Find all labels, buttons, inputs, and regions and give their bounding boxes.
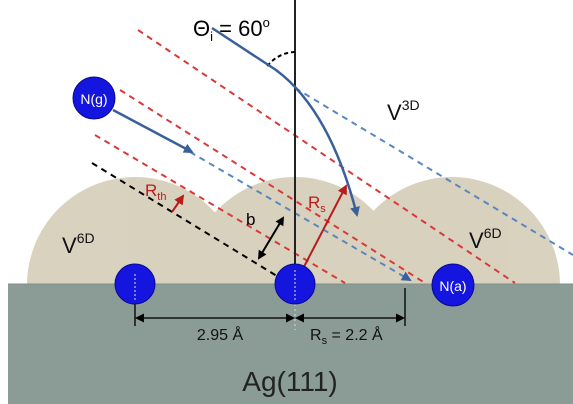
b-label: b xyxy=(246,210,255,229)
adsorbed-atom-label: N(a) xyxy=(439,278,466,294)
blue-dashed-lines xyxy=(189,87,573,282)
incident-trajectory xyxy=(211,26,360,217)
gas-atom xyxy=(72,76,116,120)
rth-label: Rth xyxy=(145,181,166,203)
adsorbed-atom xyxy=(431,263,475,307)
dimension-lines xyxy=(134,288,406,326)
rth-arrow xyxy=(171,194,185,213)
surface-title: Ag(111) xyxy=(242,366,337,397)
v6d-left-label: V6D xyxy=(62,230,95,258)
b-arrow xyxy=(257,216,285,260)
angle-label: Θi = 60o xyxy=(193,15,270,44)
v6d-right-label: V6D xyxy=(469,225,502,253)
rs-label: Rs xyxy=(308,193,326,215)
angle-arc xyxy=(265,51,296,69)
spacing-label: 2.95 Å xyxy=(197,325,244,344)
gas-atom-label: N(g) xyxy=(80,91,107,107)
v3d-label: V3D xyxy=(387,97,420,125)
rs-value-label: Rs = 2.2 Å xyxy=(310,325,383,347)
gas-atom-arrow xyxy=(112,108,194,154)
red-dashed-lines xyxy=(94,29,516,284)
black-dashed-line xyxy=(91,162,291,285)
